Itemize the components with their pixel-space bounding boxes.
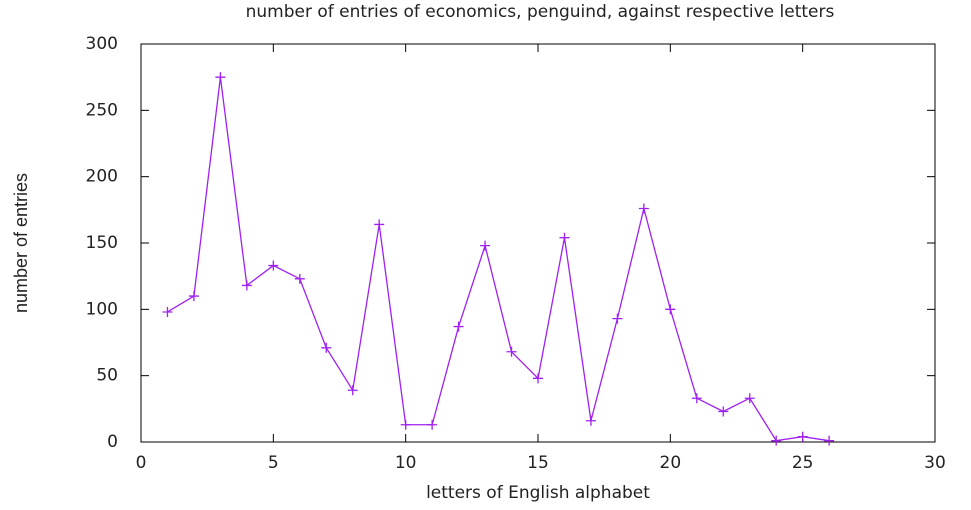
y-tick-label: 250: [86, 100, 118, 120]
point-marker: [612, 313, 623, 324]
x-tick-label: 25: [792, 453, 814, 473]
point-marker: [665, 304, 676, 315]
x-tick-label: 0: [136, 453, 147, 473]
data-line: [167, 77, 830, 442]
point-marker: [480, 240, 491, 251]
point-marker: [188, 291, 199, 302]
point-marker: [374, 219, 385, 230]
point-marker: [321, 342, 332, 353]
y-axis-label: number of entries: [11, 173, 31, 313]
point-marker: [691, 393, 702, 404]
y-tick-label: 50: [96, 366, 118, 386]
point-marker: [533, 373, 543, 384]
point-marker: [585, 415, 596, 426]
y-tick-label: 300: [86, 34, 118, 54]
point-marker: [241, 280, 252, 291]
point-marker: [268, 260, 279, 271]
point-marker: [797, 431, 808, 442]
point-marker: [427, 419, 438, 430]
x-axis-label: letters of English alphabet: [426, 483, 650, 503]
point-marker: [453, 321, 464, 332]
point-marker: [162, 306, 173, 317]
x-tick-label: 30: [924, 453, 946, 473]
x-tick-label: 20: [660, 453, 682, 473]
chart-title: number of entries of economics, penguind…: [246, 2, 835, 22]
y-tick-label: 0: [107, 432, 118, 452]
point-marker: [400, 419, 411, 430]
point-marker: [347, 385, 358, 396]
y-tick-label: 100: [86, 299, 118, 319]
point-marker: [771, 435, 782, 446]
point-marker: [506, 346, 517, 357]
point-marker: [215, 72, 226, 83]
point-marker: [638, 203, 649, 214]
x-tick-label: 15: [527, 453, 549, 473]
point-marker: [744, 393, 755, 404]
x-tick-label: 5: [268, 453, 279, 473]
y-tick-label: 150: [86, 233, 118, 253]
point-marker: [559, 232, 570, 243]
y-tick-label: 200: [86, 167, 118, 187]
x-tick-label: 10: [395, 453, 417, 473]
point-marker: [824, 435, 835, 446]
point-marker: [718, 406, 729, 417]
point-marker: [294, 273, 305, 284]
